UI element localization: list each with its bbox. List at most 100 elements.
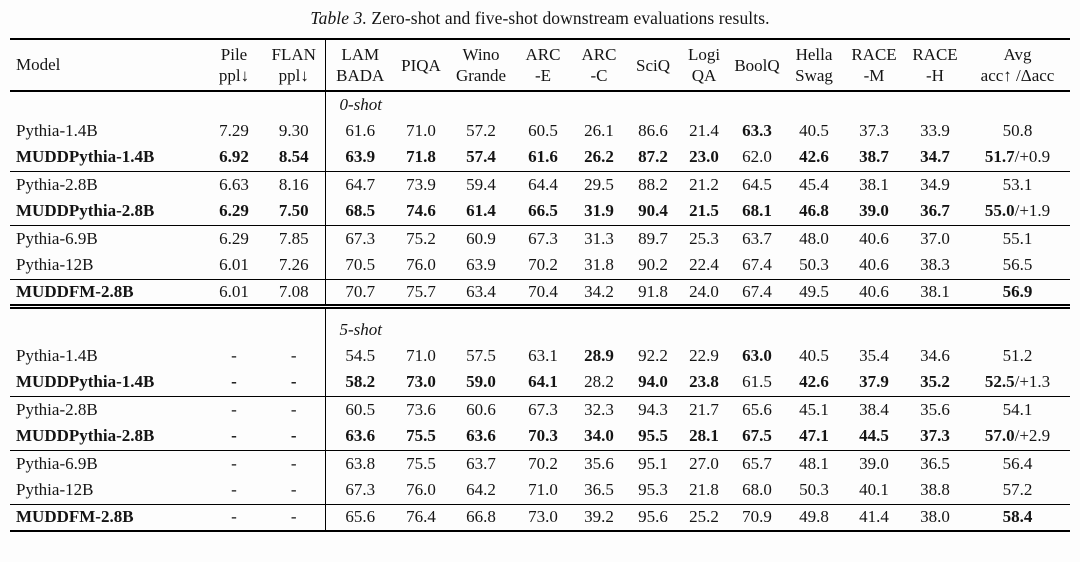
- model-name: Pythia-1.4B: [16, 345, 98, 365]
- metric-cell: -: [205, 395, 263, 423]
- metric-cell: 63.6: [345, 426, 376, 446]
- metric-cell: -: [205, 449, 263, 477]
- caption-text: Zero-shot and five-shot downstream evalu…: [371, 8, 770, 28]
- metric-cell: 73.6: [395, 395, 447, 423]
- metric-cell: 35.4: [859, 345, 889, 365]
- metric-cell: 36.7: [920, 201, 950, 221]
- col-header: Pile ppl↓: [205, 39, 263, 92]
- results-table: Model Pile ppl↓ FLAN ppl↓ LAM BADA PIQA Wino Gran…: [10, 38, 1070, 532]
- metric-cell: 95.6: [627, 503, 679, 532]
- metric-cell: 63.7: [447, 449, 515, 477]
- col-header: PIQA: [395, 39, 447, 92]
- metric-cell: 94.0: [638, 372, 668, 392]
- section-label-body: 0-shot: [10, 91, 1070, 117]
- metric-cell: 60.9: [447, 224, 515, 252]
- metric-cell: 70.4: [515, 278, 571, 306]
- metric-cell: 37.9: [859, 372, 889, 392]
- col-header-line2: -M: [863, 66, 885, 85]
- section-label-spacer: [10, 303, 326, 342]
- metric-cell: 50.8: [1002, 120, 1033, 140]
- col-header-line1: BoolQ: [734, 55, 780, 75]
- metric-cell: 22.9: [689, 345, 719, 365]
- metric-cell: 50.3: [799, 255, 829, 275]
- avg-delta: /+1.9: [1014, 201, 1051, 221]
- table-row: Pythia-2.8B 6.63 8.16 64.7 73.9 59.4 64.4 29.5 8…: [10, 170, 1070, 198]
- metric-cell: 21.2: [679, 170, 729, 198]
- metric-cell: 56.4: [965, 449, 1070, 477]
- model-name: MUDDFM-2.8B: [10, 503, 205, 532]
- metric-cell: 91.8: [627, 278, 679, 306]
- metric-cell: 86.6: [638, 120, 668, 140]
- col-header-line1: Logi: [687, 45, 721, 64]
- metric-cell: 71.0: [406, 345, 436, 365]
- metric-cell: -: [231, 372, 237, 392]
- metric-cell: 56.9: [965, 278, 1070, 306]
- metric-cell: 42.6: [799, 147, 829, 167]
- col-header: Wino Grande: [447, 39, 515, 92]
- header-row: Model Pile ppl↓ FLAN ppl↓ LAM BADA PIQA Wino Gran…: [10, 39, 1070, 92]
- metric-cell: 73.0: [515, 503, 571, 532]
- metric-cell: 70.2: [528, 255, 558, 275]
- metric-cell: 6.92: [219, 147, 249, 167]
- metric-cell: 61.5: [742, 372, 772, 392]
- metric-cell: 65.6: [325, 503, 395, 532]
- model-group: MUDDFM-2.8B - -65.6 76.4 66.8 73.0 39.2 95.6 25.…: [10, 503, 1070, 532]
- metric-cell: 38.4: [843, 395, 905, 423]
- metric-cell: 38.1: [843, 170, 905, 198]
- metric-cell: 68.1: [742, 201, 772, 221]
- model-name: Pythia-2.8B: [10, 170, 205, 198]
- metric-cell: 25.3: [679, 224, 729, 252]
- metric-cell: -: [231, 426, 237, 446]
- model-name: Pythia-6.9B: [10, 224, 205, 252]
- metric-cell: -: [263, 477, 326, 504]
- col-header-line1: Hella: [795, 45, 833, 64]
- metric-cell: 89.7: [627, 224, 679, 252]
- metric-cell: -: [263, 395, 326, 423]
- col-header-line1: ARC: [525, 45, 561, 64]
- metric-cell: 51.2: [1002, 345, 1033, 365]
- table-row: MUDDPythia-1.4B - -58.2 73.0 59.0 64.1 28.2 94.…: [10, 369, 1070, 396]
- metric-cell: 94.3: [627, 395, 679, 423]
- table-row: MUDDPythia-2.8B - -63.6 75.5 63.6 70.3 34.0 95.…: [10, 423, 1070, 450]
- model-name: MUDDPythia-1.4B: [16, 147, 155, 167]
- metric-cell: 58.4: [965, 503, 1070, 532]
- metric-cell: 21.7: [679, 395, 729, 423]
- metric-cell: 38.0: [905, 503, 965, 532]
- metric-cell: 76.0: [406, 255, 436, 275]
- col-header-line1: Avg: [1003, 45, 1032, 64]
- metric-cell: 21.5: [689, 201, 719, 221]
- col-header: BoolQ: [729, 39, 785, 92]
- metric-cell: 95.1: [627, 449, 679, 477]
- metric-cell: -: [263, 423, 326, 450]
- metric-cell: 51.7/+0.9: [965, 144, 1070, 171]
- metric-cell: 7.50: [263, 198, 326, 225]
- metric-cell: 38.8: [920, 480, 950, 500]
- metric-cell: 49.8: [785, 503, 843, 532]
- model-group: MUDDFM-2.8B 6.01 7.08 70.7 75.7 63.4 70.4 34.2 9…: [10, 278, 1070, 306]
- metric-cell: 61.4: [466, 201, 496, 221]
- metric-cell: 95.3: [638, 480, 668, 500]
- metric-cell: 8.54: [263, 144, 326, 171]
- metric-cell: 71.8: [406, 147, 436, 167]
- metric-cell: 63.1: [528, 345, 558, 365]
- metric-cell: 70.2: [515, 449, 571, 477]
- metric-cell: 40.6: [859, 255, 889, 275]
- metric-cell: 60.5: [528, 120, 558, 140]
- model-name: Pythia-1.4B: [16, 120, 98, 140]
- col-header: Avg acc↑ /Δacc: [965, 39, 1070, 92]
- col-header-line2: QA: [691, 66, 717, 85]
- metric-cell: 55.0/+1.9: [965, 198, 1070, 225]
- metric-cell: 68.0: [742, 480, 772, 500]
- model-name: MUDDFM-2.8B: [10, 278, 205, 306]
- metric-cell: 8.16: [263, 170, 326, 198]
- metric-cell: 29.5: [571, 170, 627, 198]
- col-header-line2: -C: [590, 66, 608, 85]
- metric-cell: 26.2: [584, 147, 614, 167]
- avg-delta: /+1.3: [1014, 372, 1051, 392]
- metric-cell: 61.6: [345, 120, 376, 140]
- metric-cell: 22.4: [689, 255, 719, 275]
- metric-cell: 7.26: [263, 252, 326, 279]
- metric-cell: 60.5: [325, 395, 395, 423]
- model-name: Pythia-12B: [16, 255, 94, 275]
- metric-cell: 48.1: [785, 449, 843, 477]
